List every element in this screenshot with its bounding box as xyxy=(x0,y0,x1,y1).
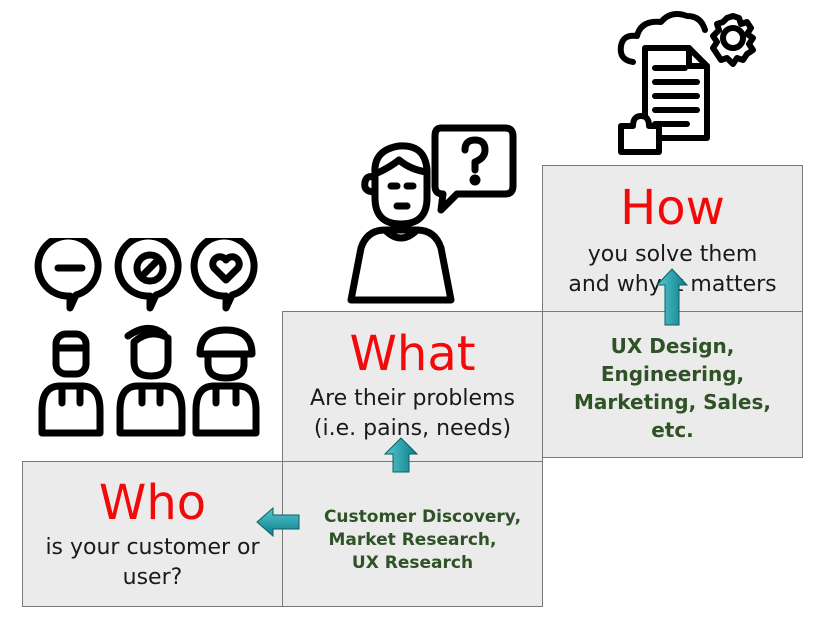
what-method-line4: etc. xyxy=(651,418,694,442)
what-title: What xyxy=(349,326,476,382)
what-method-line1: UX Design, xyxy=(610,334,735,358)
what-method-line2: Engineering, xyxy=(600,362,745,386)
who-method-line1: Customer Discovery, xyxy=(323,507,522,527)
left-arrow-icon xyxy=(256,506,300,538)
who-method-line2: Market Research, xyxy=(328,530,497,550)
how-box: How you solve them and why it matters xyxy=(542,165,803,312)
what-method-line3: Marketing, Sales, xyxy=(574,390,771,414)
person-question-icon xyxy=(347,124,517,304)
who-method-line3: UX Research xyxy=(351,553,474,573)
who-subtitle-line1: is your customer or xyxy=(45,535,260,560)
customers-speech-bubbles-icon xyxy=(34,238,260,437)
who-title: Who xyxy=(98,475,207,531)
how-subtitle-line1: you solve them xyxy=(587,242,758,267)
up-arrow-icon xyxy=(384,437,418,473)
who-methods-box: Customer Discovery, Market Research, UX … xyxy=(282,461,543,607)
how-title: How xyxy=(620,180,725,236)
who-box: Who is your customer or user? xyxy=(22,461,283,607)
what-subtitle-line1: Are their problems xyxy=(310,386,515,411)
up-arrow-tall-icon xyxy=(656,268,688,326)
who-subtitle-line2: user? xyxy=(122,565,183,590)
what-subtitle-line2: (i.e. pains, needs) xyxy=(313,416,512,441)
what-box: What Are their problems (i.e. pains, nee… xyxy=(282,311,543,462)
cloud-document-gear-puzzle-icon xyxy=(617,11,756,155)
what-methods-box: UX Design, Engineering, Marketing, Sales… xyxy=(542,311,803,458)
